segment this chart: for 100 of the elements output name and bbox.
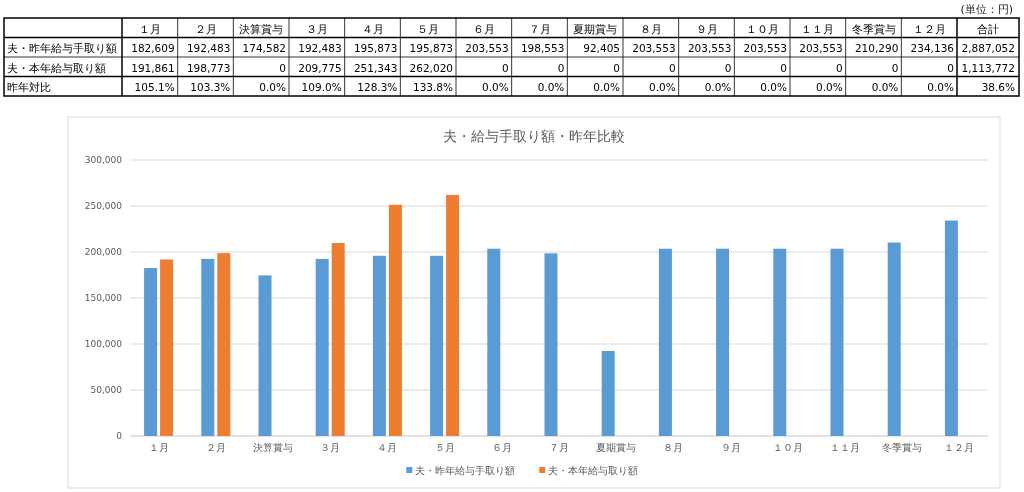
legend-label: 夫・昨年給与手取り額: [415, 465, 516, 476]
text: 0.0%: [259, 81, 287, 93]
bar: [160, 259, 174, 436]
bar: [446, 194, 460, 436]
category-label: ７月: [528, 22, 551, 35]
text: 0.0%: [927, 81, 955, 93]
text: 夫・昨年給与手取り額: [7, 42, 117, 54]
data-label: 203,553: [465, 42, 509, 54]
y-tick-label: 0: [116, 431, 123, 441]
bar: [372, 255, 386, 436]
data-label: 209,775: [298, 61, 342, 74]
bar: [487, 248, 501, 436]
text: 0.0%: [481, 81, 509, 93]
category-label: ２月: [194, 22, 217, 35]
y-tick-label: 200,000: [84, 247, 123, 257]
data-label: 0: [668, 61, 676, 74]
y-tick-label: 150,000: [84, 293, 123, 303]
data-label: 192,483: [186, 42, 231, 54]
category-label: １１月: [801, 22, 835, 35]
data-label: 198,773: [186, 61, 231, 74]
data-label: 251,343: [353, 61, 398, 74]
data-label: 0: [613, 61, 620, 74]
x-tick-label: ９月: [720, 442, 741, 453]
data-label: 191,861: [131, 61, 175, 74]
data-label: 0: [947, 61, 954, 74]
data-label: 192,483: [298, 42, 342, 54]
category-label: ８月: [639, 22, 662, 35]
data-label: 0: [835, 61, 843, 74]
category-label: ５月: [417, 22, 440, 35]
text: 1,113,772: [961, 61, 1015, 74]
data-label: 203,553: [687, 42, 732, 54]
x-tick-label: 冬季賞与: [882, 442, 923, 453]
data-label: 92,405: [583, 42, 620, 54]
data-label: 195,873: [409, 42, 453, 54]
text: 夫・本年給与取り額: [7, 61, 106, 74]
x-tick-label: ５月: [434, 442, 455, 453]
x-tick-label: １０月: [772, 442, 803, 453]
data-label: 0: [557, 61, 565, 74]
text: 0.0%: [760, 81, 788, 93]
data-label: 210,290: [854, 42, 899, 54]
x-tick-label: ８月: [663, 442, 684, 453]
text: 0.0%: [871, 81, 899, 93]
data-label: 262,020: [409, 61, 453, 74]
bar: [430, 255, 444, 436]
x-tick-label: １１月: [830, 442, 860, 453]
bar: [887, 242, 901, 436]
x-tick-label: ４月: [377, 442, 398, 453]
data-label: 182,609: [131, 42, 175, 54]
y-tick-label: 50,000: [90, 385, 123, 395]
bar: [258, 275, 272, 436]
bar: [773, 248, 787, 436]
legend-label: 夫・本年給与取り額: [548, 465, 639, 476]
text: 0.0%: [704, 81, 732, 93]
text: 0.0%: [593, 81, 621, 93]
x-tick-label: 夏期賞与: [596, 442, 637, 453]
x-tick-label: １月: [148, 442, 169, 453]
category-label: １２月: [912, 22, 946, 35]
text: 105.1%: [134, 81, 175, 93]
x-tick-label: ２月: [205, 442, 226, 453]
data-label: 195,873: [353, 42, 398, 54]
y-tick-label: 250,000: [84, 201, 123, 211]
text: 昨年対比: [7, 81, 51, 93]
data-label: 0: [780, 61, 787, 74]
text: 合計: [977, 22, 999, 35]
y-tick-label: 300,000: [84, 155, 123, 165]
text: 0.0%: [815, 81, 843, 93]
category-label: ４月: [361, 22, 384, 35]
bar: [217, 253, 231, 436]
text: 128.3%: [357, 81, 398, 93]
bar: [315, 258, 329, 436]
text: 38.6%: [981, 81, 1016, 93]
x-tick-label: ３月: [320, 442, 341, 453]
data-label: 203,553: [799, 42, 843, 54]
category-label: ３月: [305, 22, 328, 35]
category-label: 冬季賞与: [851, 22, 896, 35]
category-label: 夏期賞与: [573, 22, 618, 35]
bar: [544, 253, 558, 436]
x-tick-label: ７月: [549, 442, 569, 453]
data-label: 0: [724, 61, 732, 74]
data-label: 203,553: [632, 42, 676, 54]
bar: [331, 243, 345, 436]
data-label: 198,553: [520, 42, 565, 54]
text: 0.0%: [648, 81, 676, 93]
text: 103.3%: [190, 81, 231, 93]
data-label: 203,553: [743, 42, 787, 54]
text: (単位：円): [960, 3, 1013, 16]
bar: [658, 248, 672, 436]
data-label: 0: [891, 61, 899, 74]
data-label: 0: [279, 61, 286, 74]
data-label: 174,582: [242, 42, 286, 54]
bar: [201, 258, 215, 436]
text: 0.0%: [537, 81, 565, 93]
x-tick-label: ６月: [491, 442, 512, 453]
y-tick-label: 100,000: [84, 339, 123, 349]
x-tick-label: 決算賞与: [253, 442, 293, 453]
bar: [830, 248, 844, 436]
category-label: 決算賞与: [239, 22, 284, 35]
bar: [944, 220, 958, 436]
text: 133.8%: [412, 81, 454, 93]
data-label: 0: [501, 61, 509, 74]
